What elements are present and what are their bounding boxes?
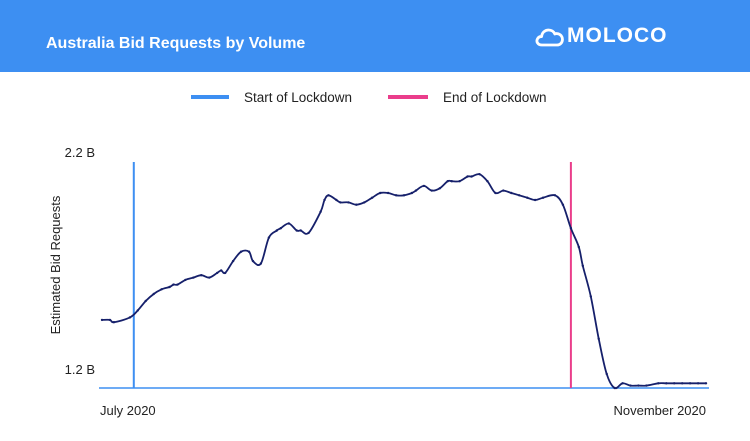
data-point bbox=[597, 337, 600, 340]
data-point bbox=[446, 180, 449, 183]
data-point bbox=[267, 236, 271, 239]
y-tick-label-top: 2.2 B bbox=[65, 145, 95, 160]
data-point bbox=[347, 201, 350, 204]
brand-logo: MOLOCO bbox=[535, 20, 668, 52]
data-point bbox=[224, 271, 227, 275]
data-point bbox=[128, 316, 131, 319]
data-point bbox=[319, 210, 322, 213]
data-point bbox=[458, 180, 461, 183]
brand-name: MOLOCO bbox=[567, 24, 668, 47]
data-point bbox=[247, 250, 251, 253]
data-point bbox=[430, 189, 433, 192]
x-tick-label-end: November 2020 bbox=[614, 403, 707, 418]
data-point bbox=[192, 276, 195, 279]
legend-label-end-lockdown: End of Lockdown bbox=[443, 90, 547, 105]
data-point bbox=[216, 271, 219, 275]
data-point bbox=[541, 196, 545, 199]
data-point bbox=[569, 227, 573, 230]
data-point bbox=[665, 382, 668, 385]
data-point bbox=[200, 274, 203, 277]
data-point bbox=[231, 259, 235, 263]
data-point bbox=[466, 175, 469, 178]
data-point bbox=[220, 269, 223, 272]
data-point bbox=[645, 384, 648, 387]
data-point bbox=[704, 382, 708, 385]
data-point bbox=[307, 231, 310, 235]
legend: Start of Lockdown End of Lockdown bbox=[191, 90, 547, 105]
data-point bbox=[605, 372, 608, 376]
data-point bbox=[275, 229, 278, 232]
data-point bbox=[323, 198, 326, 202]
data-point bbox=[287, 222, 290, 225]
data-point bbox=[526, 196, 529, 199]
data-point bbox=[438, 187, 441, 190]
data-point bbox=[355, 203, 358, 206]
data-point bbox=[681, 382, 684, 385]
data-point bbox=[386, 191, 390, 195]
data-point bbox=[295, 229, 298, 232]
y-tick-label-bottom: 1.2 B bbox=[65, 362, 95, 377]
data-point bbox=[259, 262, 263, 265]
data-point bbox=[450, 180, 453, 183]
data-point bbox=[112, 321, 116, 324]
legend-label-start-lockdown: Start of Lockdown bbox=[244, 90, 352, 105]
data-point bbox=[299, 229, 302, 232]
data-point bbox=[402, 194, 406, 197]
data-point bbox=[208, 276, 211, 279]
data-point bbox=[478, 173, 481, 176]
data-point bbox=[414, 189, 418, 192]
data-point bbox=[339, 201, 342, 204]
data-point bbox=[510, 191, 513, 195]
data-point bbox=[613, 386, 616, 390]
data-point bbox=[176, 283, 179, 286]
data-point bbox=[136, 309, 139, 312]
data-point bbox=[486, 180, 489, 183]
data-point bbox=[410, 191, 414, 195]
x-tick-label-start: July 2020 bbox=[100, 403, 156, 418]
data-point bbox=[470, 175, 473, 178]
data-point bbox=[696, 382, 700, 385]
data-point bbox=[577, 245, 580, 249]
data-point bbox=[688, 382, 692, 385]
data-point bbox=[335, 198, 338, 202]
data-point bbox=[561, 203, 565, 206]
data-point bbox=[518, 194, 521, 197]
data-point bbox=[589, 295, 592, 298]
data-point bbox=[160, 288, 163, 291]
data-point bbox=[394, 194, 398, 197]
data-point bbox=[144, 299, 147, 303]
data-point bbox=[251, 259, 255, 263]
data-point bbox=[553, 194, 557, 197]
data-point bbox=[657, 382, 660, 385]
data-point bbox=[168, 285, 171, 289]
y-axis-label: Estimated Bid Requests bbox=[48, 195, 63, 334]
data-point bbox=[108, 318, 112, 322]
data-point bbox=[184, 278, 187, 282]
data-point bbox=[502, 189, 505, 192]
data-point bbox=[371, 196, 374, 199]
data-point bbox=[327, 194, 330, 197]
line-chart: Start of Lockdown End of Lockdown Estima… bbox=[48, 90, 709, 418]
cloud-icon bbox=[535, 28, 564, 47]
chart-title: Australia Bid Requests by Volume bbox=[46, 35, 306, 52]
data-point bbox=[422, 184, 426, 188]
data-point bbox=[581, 264, 584, 267]
data-point bbox=[363, 201, 366, 204]
data-point bbox=[533, 198, 537, 202]
data-point bbox=[100, 318, 104, 322]
data-point bbox=[379, 191, 382, 195]
data-point bbox=[621, 382, 624, 385]
chart-header: Australia Bid Requests by Volume MOLOCO bbox=[0, 0, 750, 72]
data-point bbox=[494, 191, 497, 195]
data-point bbox=[673, 382, 676, 385]
series-line-bid-requests bbox=[101, 173, 706, 390]
data-point bbox=[172, 283, 175, 286]
data-point bbox=[279, 227, 282, 230]
data-point bbox=[629, 384, 632, 387]
series-layer bbox=[100, 173, 708, 390]
data-point bbox=[152, 292, 155, 296]
data-point bbox=[637, 384, 640, 387]
data-point bbox=[239, 250, 243, 253]
